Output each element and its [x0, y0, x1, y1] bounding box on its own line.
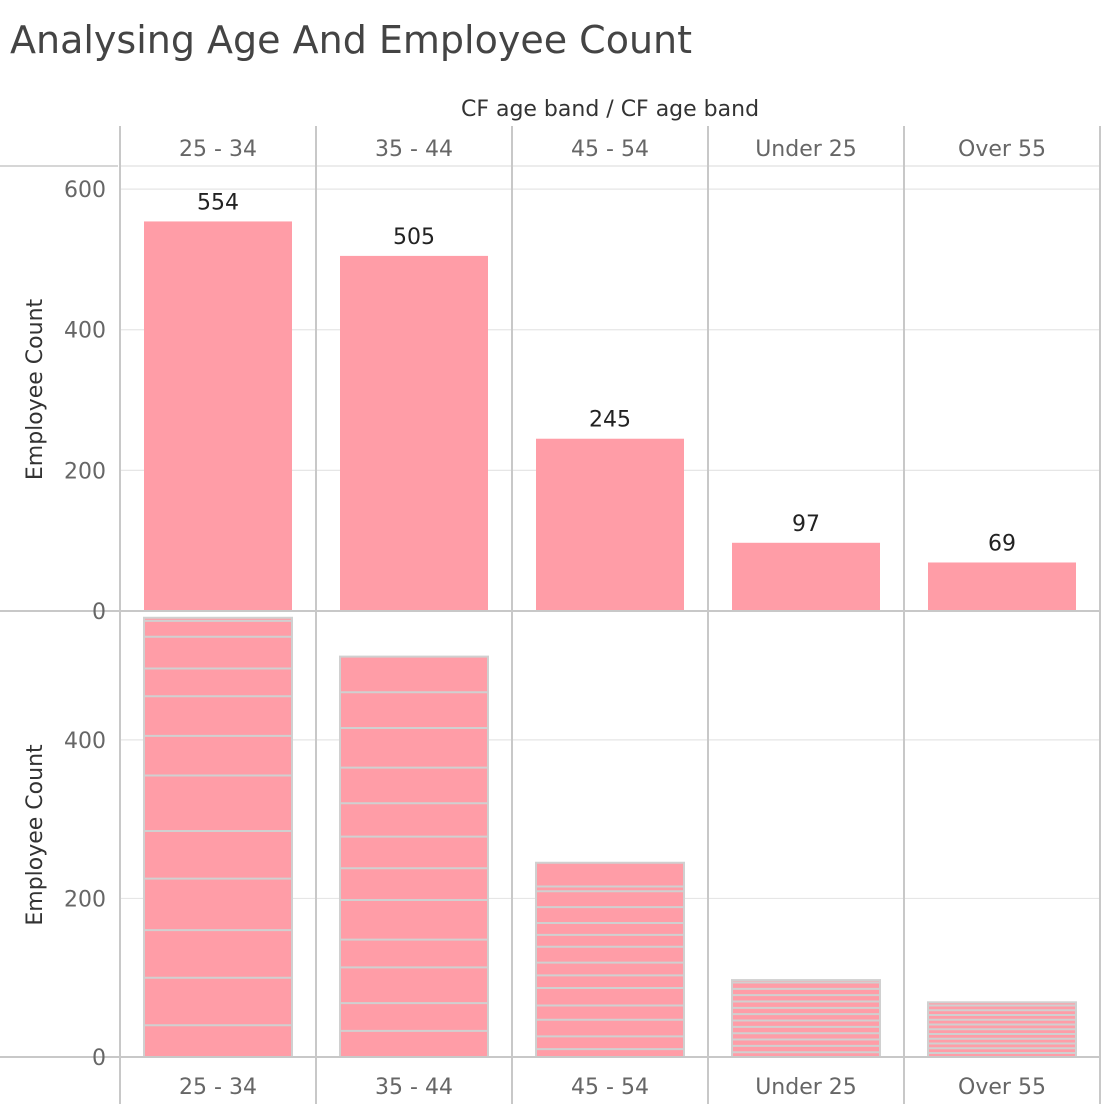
data-label: 505 [393, 225, 435, 250]
column-label-top: 45 - 54 [571, 137, 649, 162]
column-label-bottom: 35 - 44 [375, 1075, 453, 1100]
y-axis-title: Employee Count [23, 744, 48, 926]
column-label-bottom: Over 55 [958, 1075, 1046, 1100]
column-header-label: CF age band / CF age band [461, 97, 759, 122]
column-label-top: 25 - 34 [179, 137, 257, 162]
column-label-bottom: Under 25 [755, 1075, 857, 1100]
y-tick-label: 200 [64, 887, 106, 912]
y-tick-label: 600 [64, 178, 106, 203]
data-label: 97 [792, 512, 820, 537]
column-label-top: 35 - 44 [375, 137, 453, 162]
column-label-top: Over 55 [958, 137, 1046, 162]
y-tick-label: 200 [64, 459, 106, 484]
bar-45-54 [536, 438, 684, 611]
column-label-top: Under 25 [755, 137, 857, 162]
bar-25-34 [143, 616, 293, 1058]
bar-over55 [928, 562, 1076, 611]
column-label-bottom: 25 - 34 [179, 1075, 257, 1100]
y-tick-label: 0 [92, 600, 106, 625]
data-label: 69 [988, 531, 1016, 556]
bar-under25 [731, 979, 881, 1058]
bar-35-44 [340, 255, 488, 611]
bar-under25 [732, 542, 880, 611]
y-tick-label: 400 [64, 729, 106, 754]
bar-25-34 [144, 221, 292, 611]
data-label: 245 [589, 408, 631, 433]
data-label: 554 [197, 190, 239, 215]
y-tick-label: 400 [64, 319, 106, 344]
y-axis-title: Employee Count [23, 298, 48, 480]
y-tick-label: 0 [92, 1046, 106, 1071]
bar-35-44 [339, 655, 489, 1058]
bar-45-54 [535, 861, 685, 1058]
column-label-bottom: 45 - 54 [571, 1075, 649, 1100]
chart-title: Analysing Age And Employee Count [10, 18, 693, 62]
